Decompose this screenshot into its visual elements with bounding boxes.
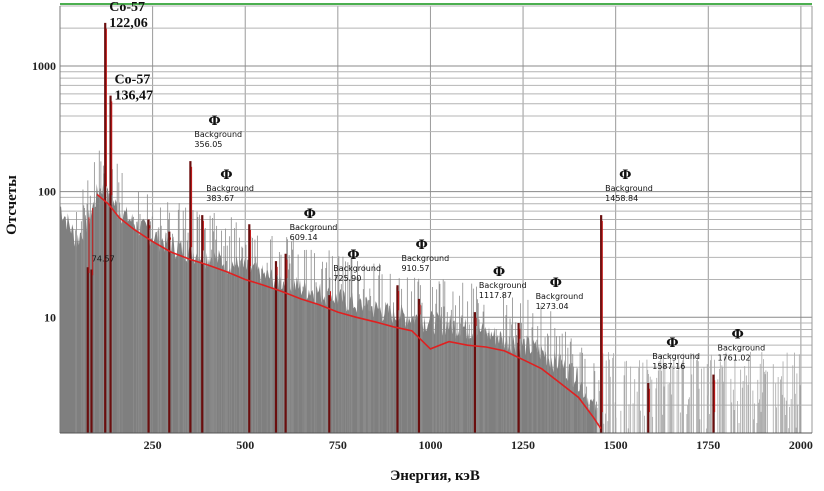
phi-marker: Ф [415,238,427,253]
y-tick-label: 100 [38,185,56,199]
background-label: Background [206,184,254,193]
phi-marker: Ф [347,248,359,263]
phi-marker: Ф [220,168,232,183]
energy-label: 609.14 [290,233,318,242]
energy-label: 1458.84 [605,194,638,203]
x-tick-label: 250 [144,438,162,452]
background-label: Background [605,184,653,193]
phi-marker: Ф [550,276,562,291]
phi-marker: Ф [208,114,220,129]
energy-label: 725.90 [333,274,361,283]
phi-marker: Ф [731,328,743,343]
peak-label-small: 74.57 [92,254,115,263]
peak-label-co57: Co-57 [115,73,151,88]
peak-label-co57: 136,47 [115,89,154,104]
energy-label: 383.67 [206,194,234,203]
x-tick-label: 500 [236,438,254,452]
energy-label: 356.05 [194,140,222,149]
fit-curve [96,193,602,430]
tick-labels: 250 500 750 1000 1250 1500 1750 2000 10 100 1000 [32,59,813,452]
phi-marker: Ф [619,168,631,183]
y-tick-label: 10 [44,310,56,324]
background-label: Background [652,352,700,361]
x-axis-title: Энергия, кэВ [390,468,480,484]
x-tick-label: 1000 [418,438,442,452]
background-label: Background [536,292,584,301]
background-label: Background [290,223,338,232]
energy-label: 1761.02 [717,354,750,363]
fit-curve-line [96,193,602,430]
phi-marker: Ф [666,336,678,351]
x-tick-label: 750 [329,438,347,452]
energy-label: 1273.04 [536,302,569,311]
energy-label: 1587.16 [652,362,685,371]
phi-marker: Ф [304,207,316,222]
energy-label: 1117.87 [479,291,512,300]
y-tick-label: 1000 [32,59,56,73]
x-tick-label: 1500 [604,438,628,452]
background-label: Background [401,254,449,263]
peak-label-co57: Co-57 [109,0,145,15]
y-axis-title: Отсчеты [4,175,20,235]
background-label: Background [479,281,527,290]
phi-marker: Ф [493,265,505,280]
background-label: Background [717,344,765,353]
peak-label-co57: 122,06 [109,16,147,31]
background-label: Background [194,130,242,139]
background-label: Background [333,264,381,273]
annotations: Co-57122,06Co-57136,4774.57ФBackground35… [92,0,765,371]
x-tick-label: 2000 [789,438,813,452]
energy-label: 910.57 [401,264,429,273]
x-tick-label: 1250 [511,438,535,452]
plot-frame [59,3,813,434]
spectrum-area [60,22,801,433]
x-tick-label: 1750 [696,438,720,452]
